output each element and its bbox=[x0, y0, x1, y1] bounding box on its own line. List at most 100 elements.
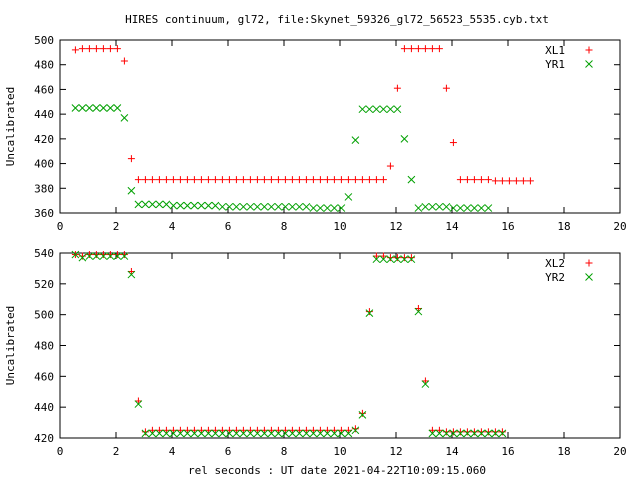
bottom-xl2-point bbox=[337, 426, 345, 434]
bottom-y-tick-label: 520 bbox=[34, 278, 54, 291]
bottom-xl2-point bbox=[232, 426, 240, 434]
bottom-xl2-point bbox=[344, 426, 352, 434]
top-x-tick-label: 8 bbox=[281, 220, 288, 233]
bottom-xl2-point bbox=[288, 426, 296, 434]
top-xl1-point bbox=[169, 176, 177, 184]
bottom-yr2-point bbox=[127, 270, 136, 279]
bottom-xl2-point bbox=[484, 428, 492, 436]
top-xl1-point bbox=[134, 176, 142, 184]
bottom-x-tick-label: 18 bbox=[557, 445, 570, 458]
bottom-xl2-point bbox=[183, 426, 191, 434]
top-yr1-point bbox=[204, 201, 213, 210]
top-xl1-point bbox=[337, 176, 345, 184]
top-xl1-point bbox=[267, 176, 275, 184]
top-x-tick-label: 2 bbox=[113, 220, 120, 233]
top-yr1-point bbox=[148, 200, 157, 209]
bottom-yr2-point bbox=[239, 429, 248, 438]
bottom-yr2-point bbox=[162, 429, 171, 438]
bottom-xl2-point bbox=[274, 426, 282, 434]
top-yr1-point bbox=[225, 202, 234, 211]
bottom-xl2-point bbox=[162, 426, 170, 434]
top-x-tick-label: 16 bbox=[501, 220, 514, 233]
top-yr1-point bbox=[190, 201, 199, 210]
top-yr1-point bbox=[484, 204, 493, 212]
bottom-xl2-point bbox=[491, 428, 499, 436]
bottom-xl2-point bbox=[358, 409, 366, 417]
bottom-y-tick-label: 420 bbox=[34, 432, 54, 445]
bottom-xl2-point bbox=[253, 426, 261, 434]
bottom-xl2-point bbox=[428, 426, 436, 434]
bottom-yr2-point bbox=[463, 429, 472, 438]
top-xl1-point bbox=[386, 162, 394, 170]
bottom-yr2-point bbox=[253, 429, 262, 438]
top-xl1-point bbox=[435, 45, 443, 53]
bottom-yr2-point bbox=[113, 252, 122, 260]
top-yr1-point bbox=[358, 105, 367, 114]
top-xl1-point bbox=[113, 45, 121, 53]
top-x-tick-label: 6 bbox=[225, 220, 232, 233]
top-xl1-point bbox=[393, 84, 401, 92]
top-xl1-point bbox=[428, 45, 436, 53]
bottom-yr2-point bbox=[498, 429, 507, 438]
top-x-tick-label: 18 bbox=[557, 220, 570, 233]
top-y-tick-label: 500 bbox=[34, 34, 54, 47]
bottom-x-tick-label: 10 bbox=[333, 445, 346, 458]
bottom-xl2-point bbox=[407, 254, 415, 262]
top-xl1-point bbox=[302, 176, 310, 184]
top-xl1-point bbox=[225, 176, 233, 184]
bottom-panel: 0 2 4 6 8 10 12 14 16 18 20 420 440 460 480 500 520 540 Un… bbox=[4, 247, 627, 458]
top-xl1-point bbox=[281, 176, 289, 184]
top-xl1-point bbox=[470, 176, 478, 184]
top-yr1-point bbox=[344, 193, 353, 201]
bottom-y-axis-label: Uncalibrated bbox=[4, 306, 17, 385]
bottom-xl2-point bbox=[211, 426, 219, 434]
top-yr1-point bbox=[281, 202, 290, 211]
top-yr1-point bbox=[421, 202, 430, 211]
top-yr1-point bbox=[407, 175, 416, 184]
top-xl1-point bbox=[519, 177, 527, 185]
bottom-xl2-point bbox=[99, 251, 107, 259]
top-xl1-point bbox=[85, 45, 93, 53]
bottom-xl2-point bbox=[169, 426, 177, 434]
bottom-legend-label-xl2: XL2 bbox=[545, 257, 565, 270]
top-xl1-point bbox=[351, 176, 359, 184]
bottom-xl2-point bbox=[351, 425, 359, 433]
top-yr1-point bbox=[449, 204, 458, 212]
bottom-xl2-point bbox=[134, 397, 142, 405]
bottom-x-tick-label: 0 bbox=[57, 445, 64, 458]
top-yr1-point bbox=[267, 202, 276, 211]
bottom-yr2-point bbox=[106, 252, 115, 260]
top-x-tick-label: 4 bbox=[169, 220, 176, 233]
top-xl1-point bbox=[78, 45, 86, 53]
top-xl1-point bbox=[99, 45, 107, 53]
top-xl1-point bbox=[498, 177, 506, 185]
top-xl1-point bbox=[309, 176, 317, 184]
bottom-xl2-point bbox=[218, 426, 226, 434]
top-y-tick-label: 380 bbox=[34, 182, 54, 195]
top-xl1-point bbox=[295, 176, 303, 184]
bottom-yr2-point bbox=[470, 429, 479, 438]
bottom-yr2-point bbox=[442, 429, 451, 438]
top-xl1-point bbox=[358, 176, 366, 184]
top-yr1-point bbox=[386, 105, 395, 114]
bottom-yr2-point bbox=[204, 429, 213, 438]
top-yr1-point bbox=[323, 204, 332, 212]
bottom-xl2-point bbox=[316, 426, 324, 434]
top-y-tick-label: 480 bbox=[34, 59, 54, 72]
top-xl1-point bbox=[246, 176, 254, 184]
top-xl1-point bbox=[526, 177, 534, 185]
top-xl1-point bbox=[239, 176, 247, 184]
top-xl1-point bbox=[197, 176, 205, 184]
top-xl1-point bbox=[176, 176, 184, 184]
bottom-yr2-point bbox=[302, 429, 311, 438]
top-xl1-point bbox=[148, 176, 156, 184]
top-xl1-point bbox=[316, 176, 324, 184]
bottom-xl2-point bbox=[176, 426, 184, 434]
top-xl1-point bbox=[512, 177, 520, 185]
top-y-tick-label: 400 bbox=[34, 158, 54, 171]
bottom-yr2-point bbox=[260, 429, 269, 438]
bottom-xl2-point bbox=[477, 428, 485, 436]
bottom-xl2-point bbox=[155, 426, 163, 434]
bottom-yr2-point bbox=[435, 429, 444, 438]
top-yr1-point bbox=[435, 202, 444, 211]
